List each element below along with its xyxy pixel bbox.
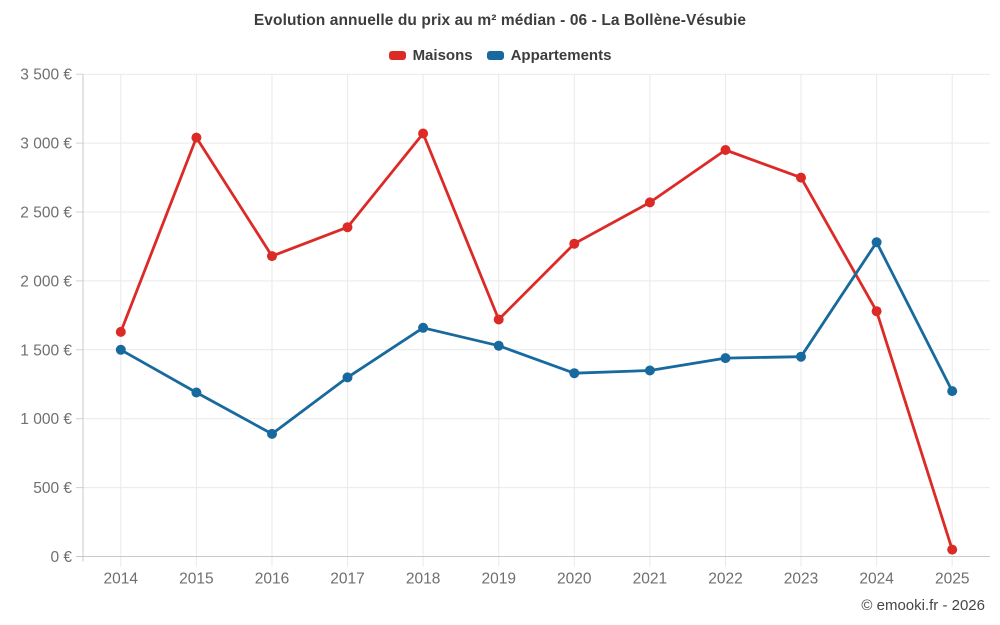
- data-point-marker-appartements[interactable]: [720, 353, 731, 364]
- x-axis-tick-label: 2023: [784, 571, 818, 588]
- x-axis-tick-label: 2024: [859, 571, 894, 588]
- data-point-marker-appartements[interactable]: [115, 344, 126, 355]
- data-point-marker-maisons[interactable]: [493, 314, 504, 325]
- data-point-marker-appartements[interactable]: [342, 372, 353, 383]
- data-point-marker-appartements[interactable]: [569, 368, 580, 379]
- data-point-marker-maisons[interactable]: [342, 222, 353, 233]
- x-axis-tick-label: 2017: [330, 571, 364, 588]
- x-axis-tick-label: 2025: [935, 571, 969, 588]
- y-axis-tick-label: 500 €: [33, 480, 72, 497]
- legend-item-appartements[interactable]: Appartements: [486, 47, 612, 64]
- chart-title: Evolution annuelle du prix au m² médian …: [253, 12, 747, 29]
- data-point-marker-appartements[interactable]: [191, 387, 202, 398]
- y-axis-tick-label: 3 500 €: [20, 67, 72, 84]
- legend-item-maisons[interactable]: Maisons: [388, 47, 473, 64]
- appartements-series-swatch: [486, 51, 504, 60]
- data-point-marker-maisons[interactable]: [644, 197, 655, 208]
- data-point-marker-appartements[interactable]: [644, 365, 655, 376]
- x-axis-tick-label: 2019: [481, 571, 515, 588]
- data-point-marker-appartements[interactable]: [493, 340, 504, 351]
- data-point-marker-maisons[interactable]: [569, 238, 580, 249]
- legend-label-appartements: Appartements: [510, 47, 612, 64]
- y-axis-tick-label: 1 500 €: [20, 342, 72, 359]
- copyright-credit: © emooki.fr - 2026: [861, 597, 985, 614]
- data-point-marker-appartements[interactable]: [796, 351, 806, 362]
- data-point-marker-maisons[interactable]: [871, 306, 882, 317]
- data-point-marker-maisons[interactable]: [115, 326, 126, 337]
- y-axis-tick-label: 2 500 €: [20, 205, 72, 222]
- x-axis-tick-label: 2018: [406, 571, 440, 588]
- data-point-marker-maisons[interactable]: [720, 145, 731, 155]
- data-point-marker-maisons[interactable]: [418, 128, 429, 139]
- data-point-marker-maisons[interactable]: [947, 544, 958, 555]
- y-axis-tick-label: 1 000 €: [20, 411, 72, 428]
- maisons-series-swatch: [388, 51, 406, 60]
- series-line-appartements: [119, 240, 954, 436]
- data-point-marker-appartements[interactable]: [267, 428, 277, 439]
- data-point-marker-appartements[interactable]: [947, 386, 958, 397]
- chart-legend: Maisons Appartements: [0, 47, 1000, 64]
- data-point-marker-appartements[interactable]: [418, 322, 429, 333]
- data-point-marker-maisons[interactable]: [267, 251, 277, 262]
- y-axis-tick-label: 3 000 €: [20, 136, 72, 153]
- y-axis-tick-label: 2 000 €: [20, 273, 72, 290]
- series-line-maisons: [119, 132, 954, 551]
- x-axis-tick-label: 2022: [708, 571, 742, 588]
- x-axis-tick-label: 2015: [179, 571, 213, 588]
- x-axis-tick-label: 2014: [104, 571, 139, 588]
- data-point-marker-appartements[interactable]: [871, 237, 882, 248]
- x-axis-tick-label: 2020: [557, 571, 592, 588]
- x-axis-tick-label: 2016: [255, 571, 289, 588]
- x-axis-tick-label: 2021: [633, 571, 667, 588]
- data-point-marker-maisons[interactable]: [191, 132, 202, 143]
- y-axis-tick-label: 0 €: [50, 549, 72, 566]
- data-point-marker-maisons[interactable]: [796, 172, 806, 183]
- legend-label-maisons: Maisons: [412, 47, 473, 64]
